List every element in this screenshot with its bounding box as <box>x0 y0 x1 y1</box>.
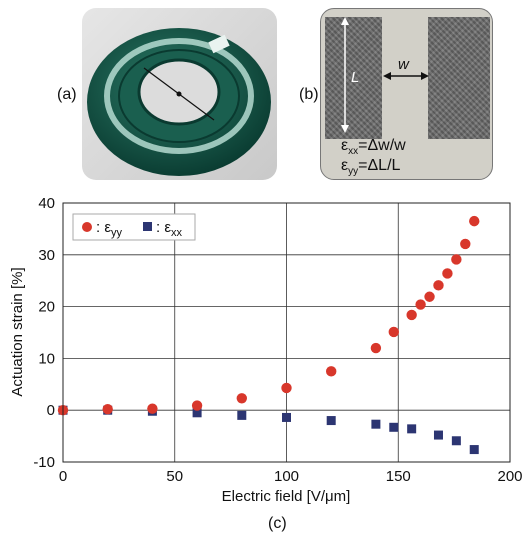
x-tick-label: 200 <box>497 468 522 485</box>
exx-marker <box>192 408 202 418</box>
x-tick-label: 150 <box>386 468 411 485</box>
eyy-marker <box>469 215 480 227</box>
y-tick-label: 40 <box>38 195 55 212</box>
eyy-marker <box>451 254 462 265</box>
exx-marker <box>371 419 381 429</box>
electrode-ring <box>104 38 254 154</box>
panel-label-a: (a) <box>57 86 77 103</box>
exx-marker <box>407 424 417 434</box>
width-label: w <box>398 56 409 73</box>
y-tick-label: 0 <box>47 402 55 419</box>
center-dot <box>176 91 182 97</box>
x-tick-label: 50 <box>166 468 183 485</box>
eyy-marker <box>191 400 203 411</box>
exx-marker <box>282 412 291 422</box>
eyy-marker <box>370 342 382 354</box>
strip-left <box>325 17 382 139</box>
eyy-marker <box>442 268 453 279</box>
strain-xx-definition: εxx=Δw/w <box>341 137 406 158</box>
legend-marker-exx <box>143 222 152 231</box>
tab-connector <box>208 34 230 54</box>
eyy-marker <box>424 291 435 302</box>
dimension-arrows <box>341 17 429 133</box>
photo-strip-micrograph: L w εxx=Δw/w εyy=ΔL/L <box>320 8 493 180</box>
ring-actuator-illustration <box>87 28 271 176</box>
exx-marker <box>469 445 479 455</box>
strain-yy-definition: εyy=ΔL/L <box>341 157 401 178</box>
grid-lines <box>62 202 511 463</box>
y-tick-label: 10 <box>38 350 55 367</box>
legend: : εyy : εxx <box>72 213 196 241</box>
length-label: L <box>351 69 360 86</box>
data-markers <box>57 215 480 455</box>
eyy-marker <box>406 309 417 321</box>
exx-marker <box>433 430 443 440</box>
plot-frame <box>62 202 511 463</box>
y-tick-label: 30 <box>38 247 55 264</box>
strip-right <box>428 17 490 139</box>
photo-ring-actuator <box>82 8 277 180</box>
eyy-marker <box>388 326 399 338</box>
exx-marker <box>451 436 461 446</box>
x-axis-title: Electric field [V/μm] <box>222 488 351 505</box>
eyy-marker <box>102 403 113 415</box>
eyy-marker <box>415 299 426 310</box>
x-tick-label: 0 <box>59 468 67 485</box>
exx-marker <box>237 410 247 420</box>
eyy-marker <box>460 238 471 250</box>
panel-label-c: (c) <box>268 515 287 532</box>
y-tick-label: -10 <box>33 454 55 471</box>
y-tick-label: 20 <box>38 299 55 316</box>
y-axis-title: Actuation strain [%] <box>9 267 26 396</box>
legend-box <box>72 213 196 241</box>
eyy-marker <box>281 382 292 394</box>
exx-marker <box>326 416 336 426</box>
x-tick-label: 100 <box>274 468 299 485</box>
legend-marker-eyy <box>82 222 92 232</box>
eyy-marker <box>433 280 444 291</box>
exx-marker <box>389 422 399 432</box>
eyy-marker <box>147 403 158 414</box>
eyy-marker <box>236 393 247 404</box>
eyy-marker <box>326 366 337 377</box>
panel-label-b: (b) <box>299 86 319 103</box>
